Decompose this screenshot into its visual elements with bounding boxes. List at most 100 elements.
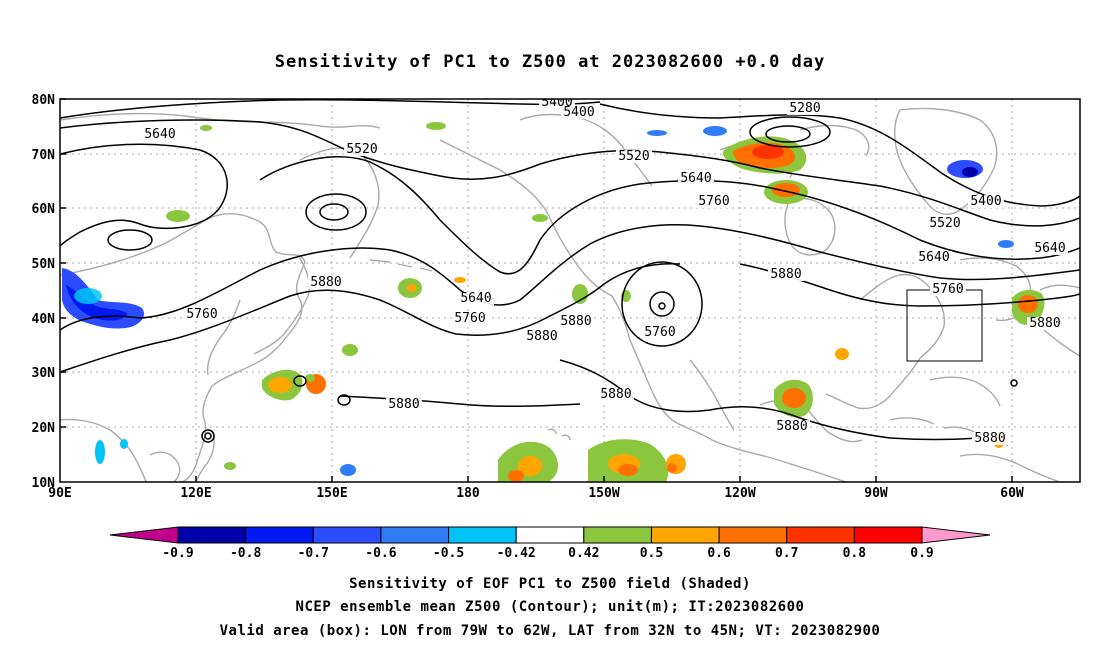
caption-line-3: Valid area (box): LON from 79W to 62W, L…: [220, 623, 881, 639]
lon-label: 180: [456, 486, 480, 501]
contour-label: 5880: [526, 329, 557, 344]
contour-label: 5880: [310, 275, 341, 290]
map-frame: [59, 98, 1081, 483]
colorbar-label: -0.6: [365, 546, 396, 561]
lon-label: 60W: [1000, 486, 1024, 501]
contour-label-bg: [927, 217, 963, 230]
lon-label: 150W: [588, 486, 619, 501]
contour-label-bg: [787, 102, 823, 115]
lon-label: 90E: [48, 486, 71, 501]
contour-label: 5880: [776, 419, 807, 434]
latitude-labels: 80N 70N 60N 50N 40N 30N 20N 10N: [32, 93, 56, 491]
contour-label-bg: [696, 195, 732, 208]
colorbar-label: 0.8: [843, 546, 867, 561]
colorbar-swatch: [583, 526, 652, 544]
contour-label-bg: [539, 99, 575, 109]
lat-label: 40N: [32, 312, 56, 327]
contour-label: 5640: [1034, 241, 1065, 256]
contour-label-bg: [972, 432, 1008, 445]
contour-label-bg: [561, 106, 597, 119]
contour-label: 5640: [680, 171, 711, 186]
colorbar: -0.9 -0.8 -0.7 -0.6 -0.5 -0.42 0.42 0.5 0.6 0.7 0.…: [109, 526, 991, 561]
caption-line-1: Sensitivity of EOF PC1 to Z500 field (Sh…: [349, 576, 751, 592]
contour-label-bg: [386, 398, 422, 411]
contour-label-bg: [1027, 317, 1063, 330]
contour-label-bg: [616, 150, 652, 163]
contour-label: 5640: [918, 250, 949, 265]
lon-label: 90W: [864, 486, 888, 501]
colorbar-swatch: [650, 526, 720, 544]
contour-label-bg: [916, 251, 952, 264]
contour-label-bg: [458, 292, 494, 305]
contour-label-bg: [142, 128, 178, 141]
contour-label: 5520: [618, 149, 649, 164]
contour-label: 5760: [932, 282, 963, 297]
colorbar-label: 0.6: [707, 546, 731, 561]
contour-label: 5280: [789, 101, 820, 116]
colorbar-label: 0.7: [775, 546, 798, 561]
contour-label-bg: [184, 308, 220, 321]
contour-label-bg: [344, 143, 380, 156]
contour-label: 5760: [698, 194, 729, 209]
colorbar-swatch: [312, 526, 382, 544]
lat-label: 30N: [32, 366, 56, 381]
captions: Sensitivity of EOF PC1 to Z500 field (Sh…: [220, 576, 881, 639]
lat-label: 80N: [32, 93, 56, 108]
contour-label: 5640: [460, 291, 491, 306]
contour-label-bg: [642, 326, 678, 339]
colorbar-swatch: [448, 526, 517, 544]
contour-label: 5400: [541, 95, 572, 110]
axis-ticks: [60, 98, 1013, 482]
contour-label: 5760: [186, 307, 217, 322]
contour-label: 5760: [644, 325, 675, 340]
contour-label-bg: [968, 195, 1004, 208]
colorbar-upper-arrow: [921, 526, 991, 544]
contour-label: 5880: [560, 314, 591, 329]
chart-title: Sensitivity of PC1 to Z500 at 2023082600…: [275, 52, 826, 72]
lat-label: 70N: [32, 148, 56, 163]
colorbar-label: -0.7: [298, 546, 329, 561]
contour-label: 5880: [1029, 316, 1060, 331]
colorbar-label: -0.8: [230, 546, 261, 561]
colorbar-swatch: [515, 526, 585, 544]
contour-label: 5880: [600, 387, 631, 402]
lon-label: 120W: [724, 486, 755, 501]
colorbar-swatch: [853, 526, 923, 544]
colorbar-label: -0.9: [162, 546, 193, 561]
contour-label: 5520: [929, 216, 960, 231]
contour-label-bg: [558, 315, 594, 328]
contour-label: 5760: [454, 311, 485, 326]
colorbar-label: 0.9: [910, 546, 933, 561]
contour-label-bg: [678, 172, 714, 185]
caption-line-2: NCEP ensemble mean Z500 (Contour); unit(…: [296, 599, 805, 615]
lon-label: 120E: [180, 486, 211, 501]
contour-label-bg: [308, 276, 344, 289]
contour-label: 5880: [770, 267, 801, 282]
contour-label-bg: [1032, 242, 1068, 255]
contour-label-bg: [768, 268, 804, 281]
contour-label: 5880: [974, 431, 1005, 446]
contour-label-bg: [598, 388, 634, 401]
z500-contours: [60, 99, 1080, 443]
contour-label: 5400: [970, 194, 1001, 209]
colorbar-label: -0.5: [433, 546, 464, 561]
contour-label: 5400: [563, 105, 594, 120]
contour-label-bg: [930, 283, 966, 296]
lat-label: 10N: [32, 476, 56, 491]
colorbar-lower-arrow: [109, 526, 179, 544]
contour-label-bg: [452, 312, 488, 325]
lat-label: 50N: [32, 257, 56, 272]
colorbar-swatch: [177, 526, 247, 544]
colorbar-label: 0.42: [568, 546, 599, 561]
contour-label: 5640: [144, 127, 175, 142]
colorbar-swatch: [786, 526, 855, 544]
colorbar-label: 0.5: [640, 546, 663, 561]
lat-label: 20N: [32, 421, 56, 436]
colorbar-swatch: [380, 526, 450, 544]
contour-label-bg: [524, 330, 560, 343]
colorbar-swatch: [245, 526, 314, 544]
contour-label: 5520: [346, 142, 377, 157]
lat-label: 60N: [32, 202, 56, 217]
